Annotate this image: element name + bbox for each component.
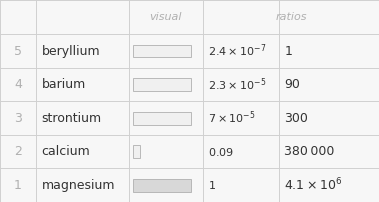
Bar	[133, 179, 191, 192]
Text: 5: 5	[14, 45, 22, 58]
Text: 4: 4	[14, 78, 22, 91]
Text: ratios: ratios	[275, 12, 307, 22]
Text: 1: 1	[284, 45, 292, 58]
Text: 380 000: 380 000	[284, 145, 335, 158]
Text: 3: 3	[14, 112, 22, 125]
Text: 1: 1	[14, 179, 22, 192]
Text: 300: 300	[284, 112, 308, 125]
Text: 2: 2	[14, 145, 22, 158]
Text: $2.3\times10^{-5}$: $2.3\times10^{-5}$	[208, 76, 267, 93]
Text: $7\times10^{-5}$: $7\times10^{-5}$	[208, 110, 256, 126]
Text: $1$: $1$	[208, 179, 216, 191]
Text: barium: barium	[42, 78, 86, 91]
Bar	[133, 45, 191, 58]
Text: 90: 90	[284, 78, 300, 91]
Bar	[133, 145, 140, 158]
Text: strontium: strontium	[42, 112, 102, 125]
Bar	[133, 78, 191, 91]
Text: $2.4\times10^{-7}$: $2.4\times10^{-7}$	[208, 43, 267, 59]
Text: visual: visual	[150, 12, 182, 22]
Text: magnesium: magnesium	[42, 179, 115, 192]
Text: calcium: calcium	[42, 145, 91, 158]
Text: $0.09$: $0.09$	[208, 146, 235, 158]
Text: $4.1\times10^{6}$: $4.1\times10^{6}$	[284, 177, 343, 194]
Text: beryllium: beryllium	[42, 45, 100, 58]
Bar	[133, 112, 191, 125]
